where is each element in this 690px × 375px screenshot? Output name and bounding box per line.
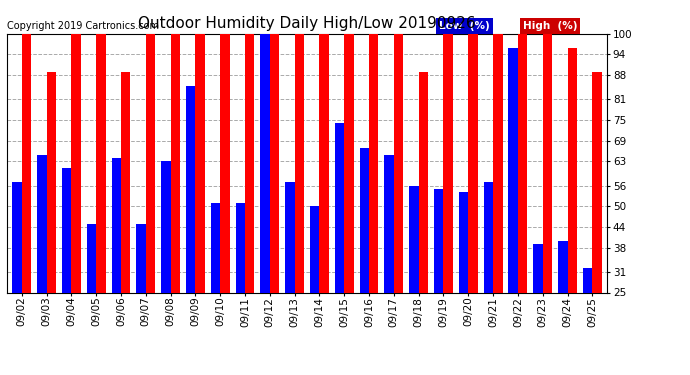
Bar <box>384 154 394 292</box>
Bar <box>112 158 121 292</box>
Bar <box>484 182 493 292</box>
Bar <box>493 34 502 292</box>
Bar <box>533 244 543 292</box>
Text: Copyright 2019 Cartronics.com: Copyright 2019 Cartronics.com <box>7 21 159 31</box>
Bar <box>409 186 419 292</box>
Bar <box>87 224 96 292</box>
Bar <box>146 34 155 292</box>
Bar <box>245 34 255 292</box>
Bar <box>62 168 71 292</box>
Bar <box>543 34 552 292</box>
Bar <box>285 182 295 292</box>
Bar <box>567 48 577 292</box>
Bar <box>96 34 106 292</box>
Bar <box>195 34 205 292</box>
Bar <box>394 34 403 292</box>
Bar <box>319 34 329 292</box>
Bar <box>583 268 592 292</box>
Bar <box>369 34 379 292</box>
Bar <box>220 34 230 292</box>
Bar <box>121 72 130 292</box>
Bar <box>344 34 354 292</box>
Bar <box>558 241 567 292</box>
Text: Low  (%): Low (%) <box>439 21 490 31</box>
Bar <box>22 34 31 292</box>
Bar <box>335 123 344 292</box>
Bar <box>434 189 444 292</box>
Bar <box>444 34 453 292</box>
Bar <box>161 161 170 292</box>
Bar <box>469 34 477 292</box>
Bar <box>71 34 81 292</box>
Bar <box>359 148 369 292</box>
Bar <box>260 34 270 292</box>
Bar <box>137 224 146 292</box>
Bar <box>419 72 428 292</box>
Bar <box>509 48 518 292</box>
Bar <box>518 34 527 292</box>
Bar <box>235 203 245 292</box>
Bar <box>592 72 602 292</box>
Bar <box>170 34 180 292</box>
Bar <box>459 192 469 292</box>
Bar <box>211 203 220 292</box>
Bar <box>270 34 279 292</box>
Bar <box>295 34 304 292</box>
Text: High  (%): High (%) <box>523 21 578 31</box>
Bar <box>310 206 319 292</box>
Bar <box>37 154 47 292</box>
Bar <box>12 182 22 292</box>
Bar <box>47 72 56 292</box>
Bar <box>186 86 195 292</box>
Title: Outdoor Humidity Daily High/Low 20190926: Outdoor Humidity Daily High/Low 20190926 <box>138 16 476 31</box>
